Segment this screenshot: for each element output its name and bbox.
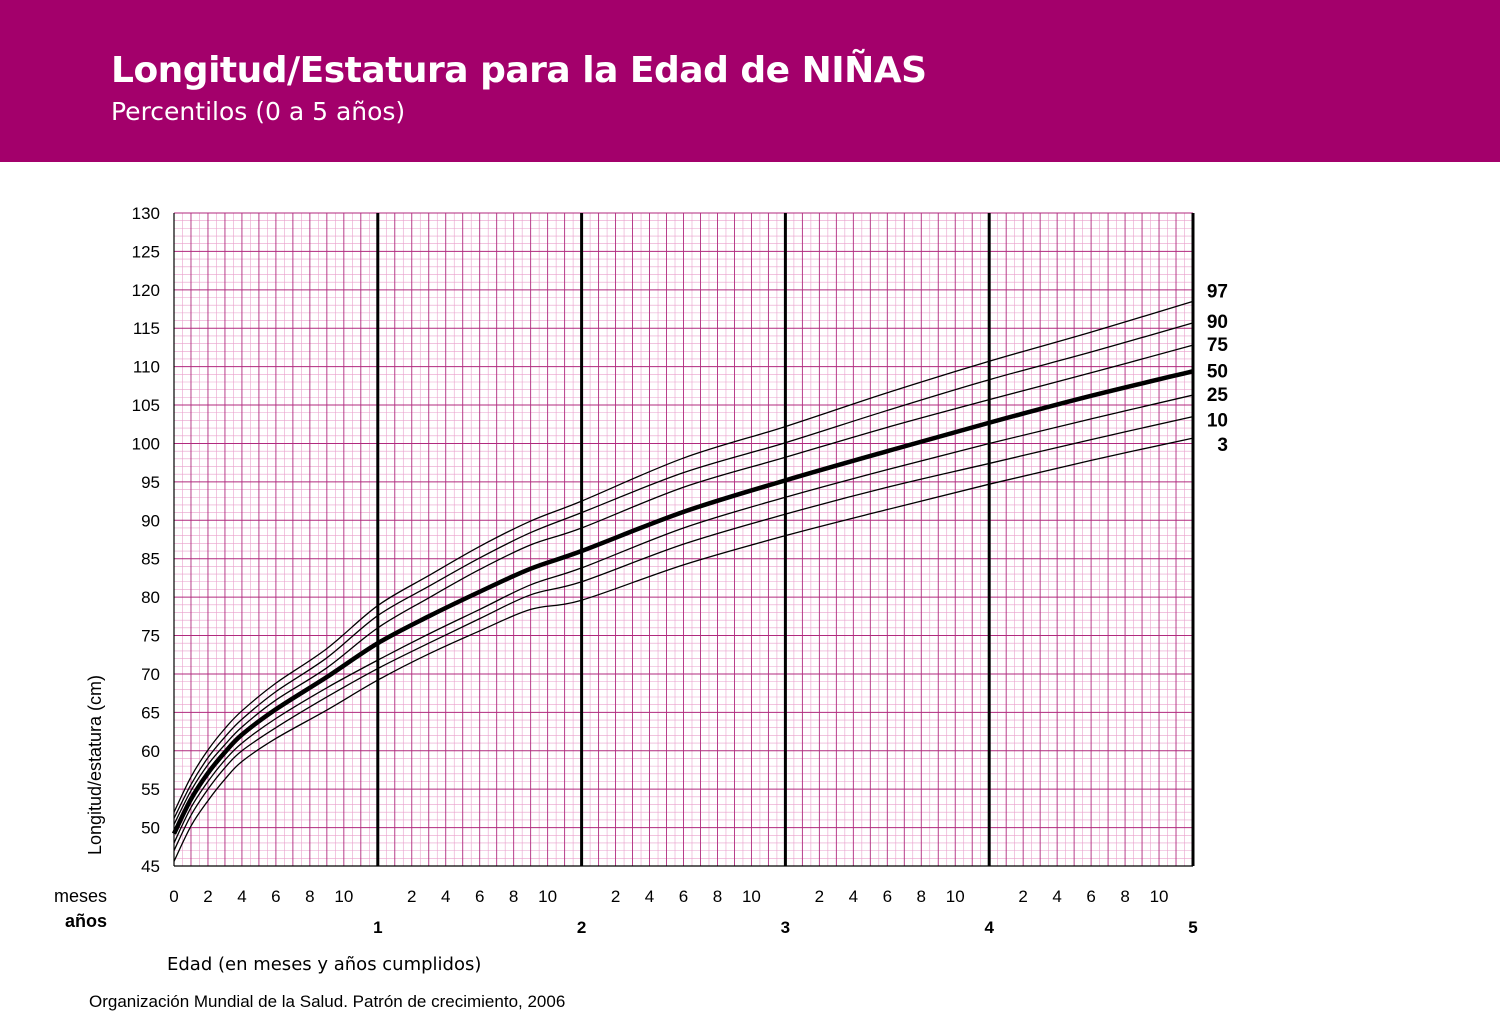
y-tick-label: 80	[141, 588, 160, 607]
percentile-label-p97: 97	[1207, 281, 1228, 302]
y-tick-label: 85	[141, 550, 160, 569]
y-tick-label: 70	[141, 665, 160, 684]
y-tick-label: 65	[141, 703, 160, 722]
month-tick-label: 4	[237, 887, 246, 906]
percentile-curves	[171, 300, 1194, 862]
month-tick-label: 6	[883, 887, 892, 906]
year-divider-lines	[173, 213, 1195, 867]
y-tick-label: 45	[141, 857, 160, 876]
percentile-curve-p3	[173, 437, 1194, 862]
y-tick-label: 110	[133, 358, 160, 377]
y-tick-label: 75	[141, 627, 160, 646]
month-tick-label: 4	[441, 887, 450, 906]
x-axis-ticks: 0 2 4 6 8 10 2 4 6 8 10 2 4 6 8 10 2 4 6 8 10 2 4 6 8 101 2 3 4 5	[169, 887, 1197, 937]
page-subtitle: Percentilos (0 a 5 años)	[111, 97, 406, 126]
source-note: Organización Mundial de la Salud. Patrón…	[89, 992, 566, 1011]
months-row-label: meses	[54, 886, 107, 906]
percentile-label-p90: 90	[1207, 312, 1228, 333]
y-tick-label: 125	[132, 242, 160, 261]
month-tick-label: 6	[679, 887, 688, 906]
y-tick-label: 130	[132, 204, 160, 223]
y-tick-label: 60	[141, 742, 160, 761]
month-tick-label: 4	[1052, 887, 1061, 906]
month-tick-label: 10	[742, 887, 761, 906]
month-tick-label: 4	[849, 887, 858, 906]
year-tick-label: 1	[373, 918, 382, 937]
percentile-curve-p10	[173, 415, 1194, 851]
percentile-curve-p75	[173, 344, 1194, 825]
percentile-label-p10: 10	[1207, 411, 1228, 432]
years-row-label: años	[65, 911, 107, 931]
year-tick-label: 4	[984, 918, 994, 937]
y-tick-label: 120	[132, 281, 160, 300]
y-tick-label: 90	[141, 511, 160, 530]
grid-major-lines	[173, 212, 1194, 867]
month-tick-label: 8	[713, 887, 722, 906]
x-axis-label: Edad (en meses y años cumplidos)	[167, 954, 481, 975]
month-tick-label: 2	[407, 887, 416, 906]
month-tick-label: 6	[271, 887, 280, 906]
header-banner: Longitud/Estatura para la Edad de NIÑAS …	[0, 0, 1500, 162]
y-tick-label: 50	[141, 819, 160, 838]
y-tick-label: 115	[133, 319, 160, 338]
month-tick-label: 10	[334, 887, 353, 906]
y-axis-label: Longitud/estatura (cm)	[85, 675, 105, 855]
year-tick-label: 3	[781, 918, 790, 937]
month-tick-label: 2	[611, 887, 620, 906]
y-tick-label: 95	[141, 473, 160, 492]
percentile-curve-p25	[173, 394, 1194, 844]
year-tick-label: 2	[577, 918, 586, 937]
month-tick-label: 8	[1120, 887, 1129, 906]
page-title: Longitud/Estatura para la Edad de NIÑAS	[111, 50, 927, 91]
percentile-curve-p90	[173, 322, 1194, 819]
month-tick-label: 10	[1150, 887, 1169, 906]
percentile-label-p75: 75	[1207, 335, 1229, 356]
year-tick-label: 5	[1188, 918, 1197, 937]
y-tick-label: 55	[141, 780, 160, 799]
month-tick-label: 2	[203, 887, 212, 906]
month-tick-label: 0	[169, 887, 178, 906]
y-tick-label: 105	[132, 396, 160, 415]
month-tick-label: 4	[645, 887, 654, 906]
percentile-curve-p97	[173, 300, 1194, 813]
percentile-label-p3: 3	[1217, 435, 1228, 456]
y-tick-label: 100	[132, 434, 160, 453]
month-tick-label: 2	[815, 887, 824, 906]
month-tick-label: 8	[509, 887, 518, 906]
month-tick-label: 2	[1018, 887, 1027, 906]
month-tick-label: 8	[917, 887, 926, 906]
percentile-curve-p50	[171, 369, 1194, 835]
percentile-label-p50: 50	[1207, 361, 1228, 382]
month-tick-label: 10	[538, 887, 557, 906]
month-tick-label: 6	[1086, 887, 1095, 906]
month-tick-label: 8	[305, 887, 314, 906]
month-tick-label: 6	[475, 887, 484, 906]
percentile-label-p25: 25	[1207, 385, 1229, 406]
month-tick-label: 10	[946, 887, 965, 906]
y-axis-ticks: 45 50 55 60 65 70 75 80 85 90 95 100 105 110 115 120 125…	[132, 204, 160, 876]
